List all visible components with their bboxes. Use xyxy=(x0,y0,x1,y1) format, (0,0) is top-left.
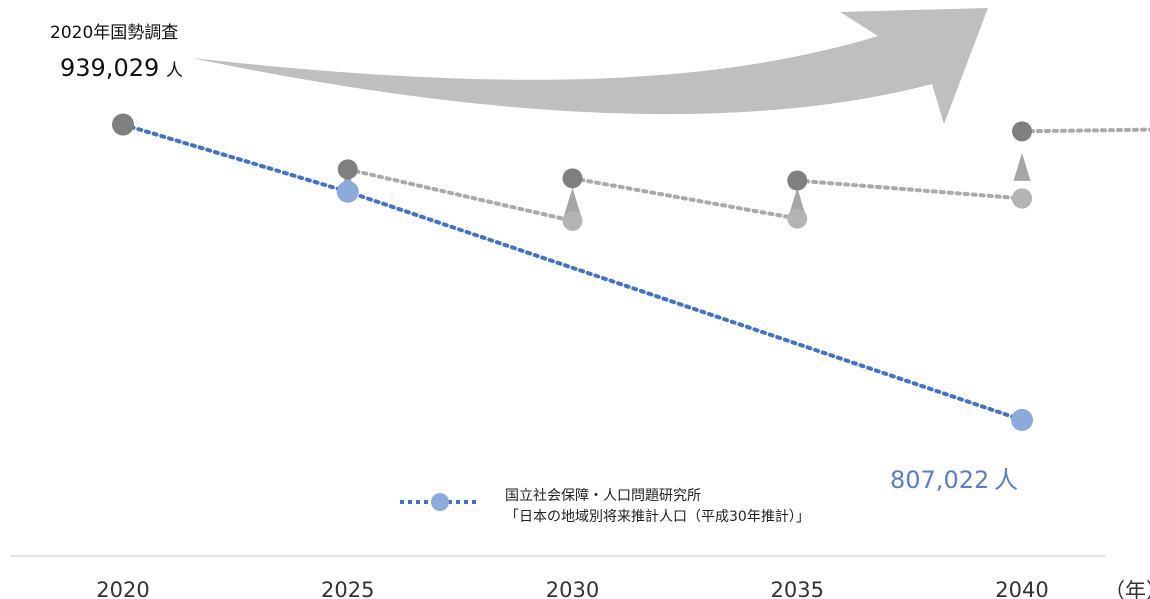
series-lines xyxy=(121,122,1150,422)
ipss-projection-point xyxy=(336,180,359,203)
x-unit-label: （年） xyxy=(1104,579,1150,599)
end-annotation-unit: 人 xyxy=(994,466,1018,494)
up-arrow-icon xyxy=(788,187,806,216)
x-tick-label: 2020 xyxy=(96,578,149,599)
projection-low-point xyxy=(787,208,808,229)
projection-segment-line xyxy=(1020,127,1150,134)
projection-high-point xyxy=(337,159,358,180)
start-annotation-value: 939,029 xyxy=(60,54,159,82)
end-annotation-value: 807,022 xyxy=(890,466,989,494)
growth-arrow-icon xyxy=(192,8,988,124)
legend-text-line2: 「日本の地域別将来推計人口（平成30年推計）」 xyxy=(505,509,810,525)
up-arrow-icon xyxy=(1013,152,1031,181)
x-tick-label: 2030 xyxy=(546,578,599,599)
projection-high-point xyxy=(562,168,583,189)
projection-segment-line xyxy=(795,178,1024,201)
projection-segment-line xyxy=(345,167,575,223)
x-tick-label: 2040 xyxy=(995,578,1048,599)
up-arrow-icon xyxy=(564,187,581,216)
legend-text-line1: 国立社会保障・人口問題研究所 xyxy=(505,488,701,504)
legend: 国立社会保障・人口問題研究所 「日本の地域別将来推計人口（平成30年推計）」 xyxy=(400,488,810,525)
start-annotation-label: 2020年国勢調査 xyxy=(50,23,178,43)
projection-segment-line xyxy=(570,176,800,221)
x-tick-label: 2035 xyxy=(771,578,824,599)
census-2020-point xyxy=(112,113,134,136)
series-points xyxy=(112,113,1033,431)
ipss-projection-point xyxy=(1011,408,1033,431)
x-tick-labels: 2020 2025 2030 2035 2040 xyxy=(96,578,1048,599)
legend-marker-swatch xyxy=(431,493,449,511)
projection-high-point xyxy=(787,170,808,191)
projection-high-point xyxy=(1012,121,1032,142)
projection-low-point xyxy=(1012,188,1032,209)
x-tick-label: 2025 xyxy=(321,578,374,599)
upgrade-arrows xyxy=(339,152,1031,216)
start-annotation-unit: 人 xyxy=(166,61,183,81)
projection-low-point xyxy=(562,210,583,231)
